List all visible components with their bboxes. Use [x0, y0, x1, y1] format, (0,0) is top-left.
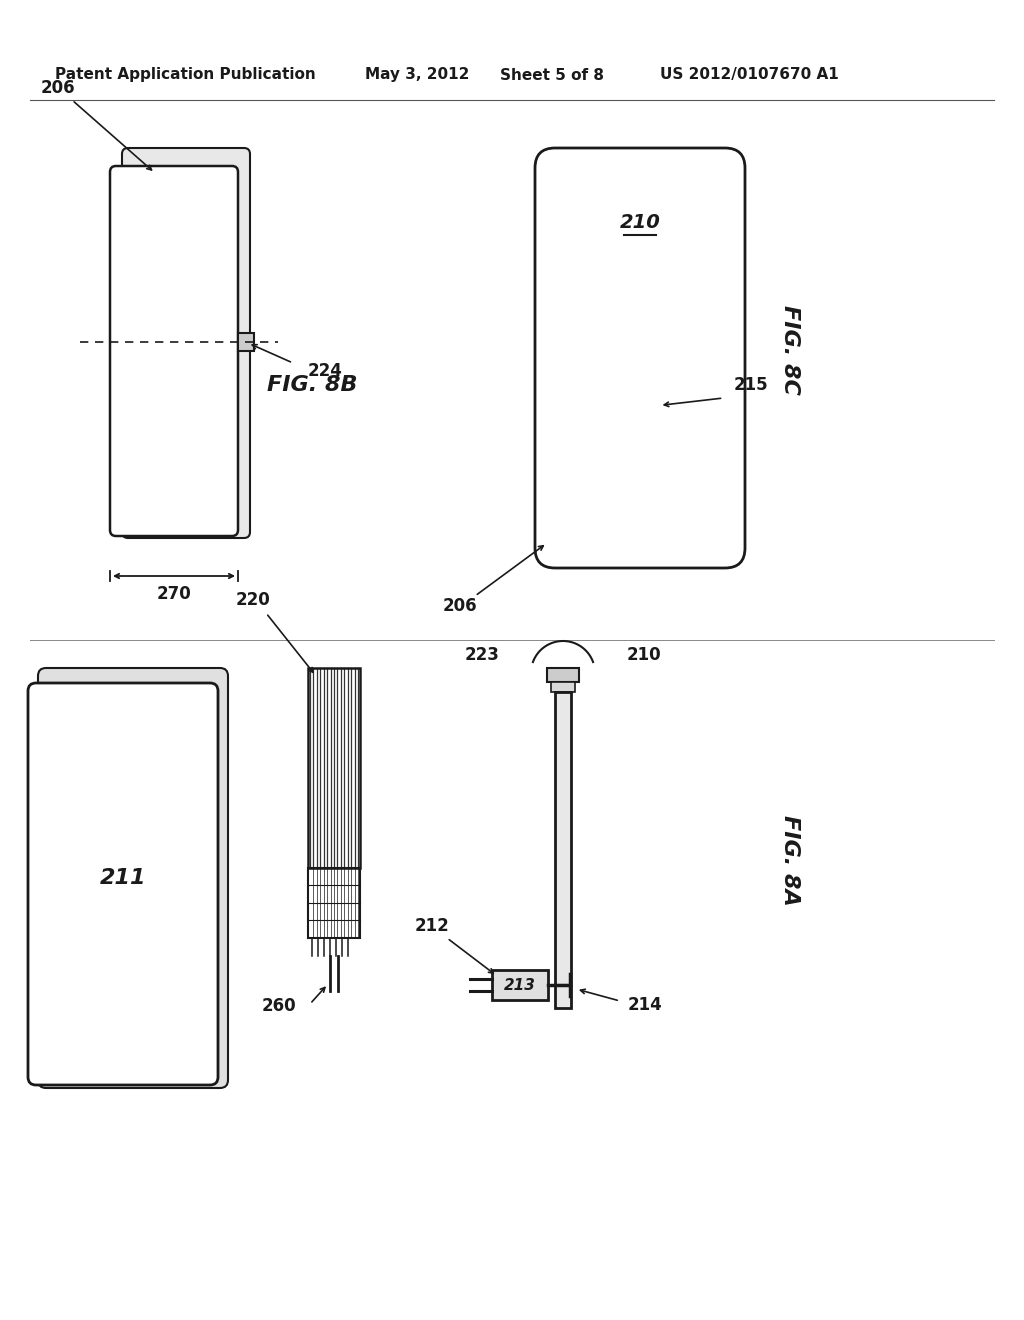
Text: 270: 270: [157, 585, 191, 603]
Bar: [308, 668, 360, 869]
Text: 212: 212: [415, 917, 450, 935]
Bar: [547, 668, 579, 682]
FancyBboxPatch shape: [122, 148, 250, 539]
Text: 206: 206: [41, 79, 76, 96]
Text: Sheet 5 of 8: Sheet 5 of 8: [500, 67, 604, 82]
Text: FIG. 8A: FIG. 8A: [780, 814, 800, 906]
Circle shape: [624, 429, 632, 437]
Text: Patent Application Publication: Patent Application Publication: [55, 67, 315, 82]
Text: 220: 220: [236, 591, 270, 609]
Text: FIG. 8C: FIG. 8C: [780, 305, 800, 395]
Text: 210: 210: [620, 214, 660, 232]
FancyBboxPatch shape: [535, 148, 745, 568]
Text: 215: 215: [733, 376, 768, 393]
Text: 211: 211: [99, 869, 146, 888]
Text: 210: 210: [627, 645, 662, 664]
Text: 260: 260: [261, 997, 296, 1015]
FancyBboxPatch shape: [28, 682, 218, 1085]
Bar: [308, 869, 360, 939]
Text: May 3, 2012: May 3, 2012: [365, 67, 469, 82]
Bar: [555, 692, 571, 1008]
Text: 214: 214: [628, 997, 663, 1014]
Bar: [551, 682, 575, 692]
FancyBboxPatch shape: [38, 668, 228, 1088]
Text: FIG. 8B: FIG. 8B: [266, 375, 357, 395]
Text: US 2012/0107670 A1: US 2012/0107670 A1: [660, 67, 839, 82]
Text: 224: 224: [308, 362, 343, 380]
Text: 213: 213: [504, 978, 536, 993]
Bar: [238, 333, 254, 351]
Text: 206: 206: [442, 597, 477, 615]
Text: 223: 223: [464, 645, 499, 664]
FancyBboxPatch shape: [110, 166, 238, 536]
Bar: [492, 970, 548, 1001]
